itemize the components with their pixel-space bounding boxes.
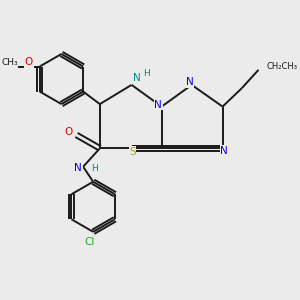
Text: H: H [143, 69, 150, 78]
Text: N: N [74, 164, 82, 173]
Text: CH₂CH₃: CH₂CH₃ [267, 62, 298, 71]
Text: O: O [64, 127, 72, 136]
Text: S: S [129, 147, 136, 157]
Text: CH₃: CH₃ [2, 58, 18, 67]
Text: N: N [133, 73, 140, 83]
Text: N: N [154, 100, 162, 110]
Text: O: O [25, 57, 33, 67]
Text: N: N [186, 77, 194, 87]
Text: Cl: Cl [85, 237, 95, 247]
Text: H: H [92, 164, 98, 173]
Text: N: N [220, 146, 228, 156]
